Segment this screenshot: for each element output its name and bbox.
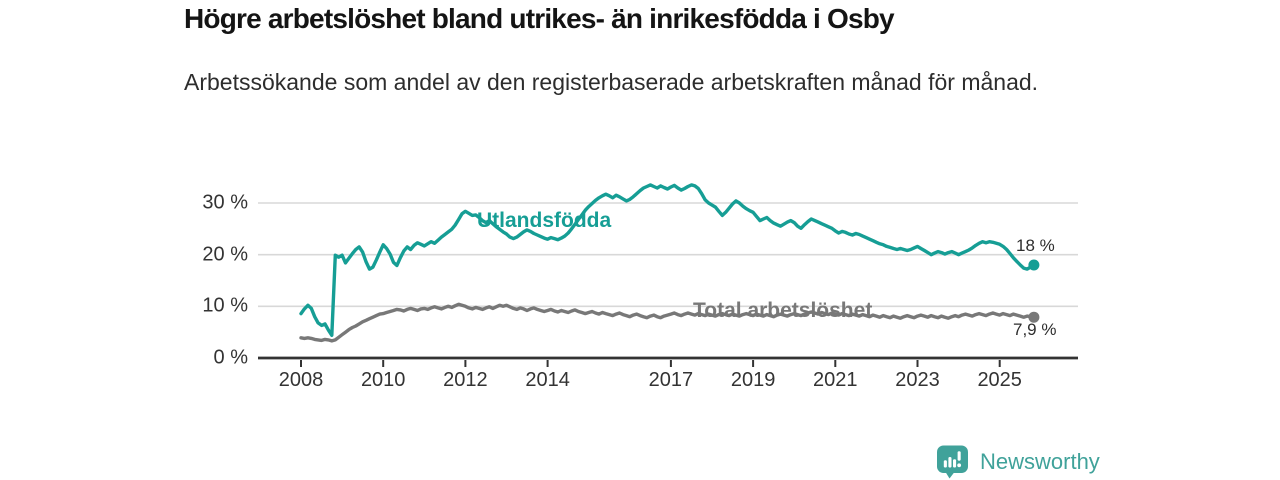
series-label-total-arbetsloshet: Total arbetslöshet	[693, 299, 873, 322]
series-line-0	[299, 183, 1036, 337]
chart-subtitle: Arbetssökande som andel av den registerb…	[184, 69, 1039, 95]
x-tick-label: 2019	[730, 369, 776, 391]
chart-title: Högre arbetslöshet bland utrikes- än inr…	[184, 3, 895, 34]
x-tick-label: 2017	[648, 369, 694, 391]
x-tick-label: 2023	[895, 369, 940, 391]
bar-chart-speech-bubble-icon	[937, 445, 968, 479]
series-end-dot-0	[1028, 259, 1040, 271]
newsworthy-brand: Newsworthy	[936, 445, 1100, 479]
y-tick-label: 10 %	[202, 294, 248, 317]
x-tick-label: 2014	[525, 369, 570, 391]
x-tick-label: 2008	[278, 369, 324, 391]
series-label-utlandsfodda: Utlandsfödda	[477, 209, 612, 232]
y-tick-label: 0 %	[213, 346, 248, 369]
end-value-label-utlandsfodda: 18 %	[1016, 236, 1055, 255]
brand-name: Newsworthy	[980, 449, 1100, 474]
x-tick-label: 2010	[360, 369, 406, 391]
series-end-dot-1	[1028, 311, 1040, 323]
x-tick-label: 2021	[813, 369, 858, 391]
end-value-label-total-arbetsloshet: 7,9 %	[1013, 320, 1057, 339]
x-tick-label: 2012	[443, 369, 488, 391]
series-line-1	[299, 302, 1036, 343]
y-tick-label: 20 %	[202, 243, 248, 266]
x-tick-label: 2025	[977, 369, 1022, 391]
y-tick-label: 30 %	[202, 191, 248, 214]
